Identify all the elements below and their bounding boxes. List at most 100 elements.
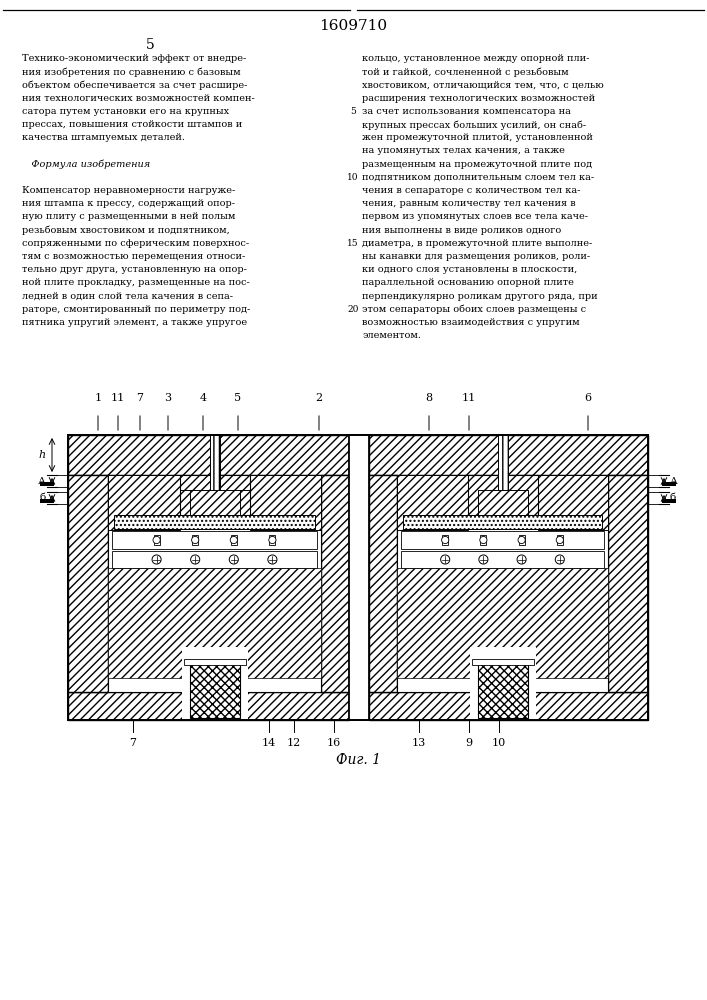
Text: Компенсатор неравномерности нагруже-: Компенсатор неравномерности нагруже- — [22, 186, 235, 195]
Text: 15: 15 — [347, 239, 359, 248]
Bar — [192, 535, 198, 545]
Text: 13: 13 — [412, 738, 426, 748]
Text: расширения технологических возможностей: расширения технологических возможностей — [362, 94, 595, 103]
Circle shape — [518, 536, 525, 544]
Text: на упомянутых телах качения, а также: на упомянутых телах качения, а также — [362, 146, 565, 155]
Bar — [112, 551, 317, 568]
Bar — [189, 490, 240, 515]
Bar — [477, 663, 527, 718]
Circle shape — [442, 536, 449, 544]
Bar — [114, 515, 315, 529]
Bar — [662, 482, 676, 486]
Circle shape — [152, 555, 161, 564]
Text: 11: 11 — [111, 393, 125, 403]
Text: первом из упомянутых слоев все тела каче-: первом из упомянутых слоев все тела каче… — [362, 212, 588, 221]
Text: размещенным на промежуточной плите под: размещенным на промежуточной плите под — [362, 160, 592, 169]
Text: пятника упругий элемент, а также упругое: пятника упругий элемент, а также упругое — [22, 318, 247, 327]
Bar — [557, 535, 563, 545]
Circle shape — [192, 536, 199, 544]
Bar — [112, 531, 317, 549]
Bar — [477, 490, 527, 515]
Text: 5: 5 — [350, 107, 356, 116]
Bar — [68, 435, 349, 475]
Text: 2: 2 — [315, 393, 322, 403]
Text: крупных прессах больших усилий, он снаб-: крупных прессах больших усилий, он снаб- — [362, 120, 586, 129]
Text: тельно друг друга, установленную на опор-: тельно друг друга, установленную на опор… — [22, 265, 247, 274]
Bar — [321, 475, 349, 692]
Text: прессах, повышения стойкости штампов и: прессах, повышения стойкости штампов и — [22, 120, 243, 129]
Text: кольцо, установленное между опорной пли-: кольцо, установленное между опорной пли- — [362, 54, 590, 63]
Bar — [403, 515, 602, 529]
Bar — [230, 535, 237, 545]
Circle shape — [556, 536, 563, 544]
Bar — [369, 435, 648, 475]
Text: 10: 10 — [347, 173, 358, 182]
Circle shape — [191, 555, 200, 564]
Text: 1609710: 1609710 — [319, 19, 387, 33]
Text: резьбовым хвостовиком и подпятником,: резьбовым хвостовиком и подпятником, — [22, 226, 230, 235]
Text: этом сепараторы обоих слоев размещены с: этом сепараторы обоих слоев размещены с — [362, 305, 586, 314]
Text: ны канавки для размещения роликов, роли-: ны канавки для размещения роликов, роли- — [362, 252, 590, 261]
Text: ния выполнены в виде роликов одного: ния выполнены в виде роликов одного — [362, 226, 561, 235]
Text: 10: 10 — [492, 738, 506, 748]
Bar — [108, 475, 180, 530]
Circle shape — [517, 555, 526, 564]
Text: 9: 9 — [465, 738, 472, 748]
Text: А: А — [38, 477, 46, 486]
Bar — [369, 692, 648, 720]
Text: возможностью взаимодействия с упругим: возможностью взаимодействия с упругим — [362, 318, 580, 327]
Text: 11: 11 — [462, 393, 476, 403]
Text: h: h — [39, 450, 46, 460]
Bar — [68, 435, 648, 720]
Text: 8: 8 — [426, 393, 433, 403]
Bar — [108, 475, 321, 692]
Bar — [269, 535, 276, 545]
Text: перпендикулярно роликам другого ряда, при: перпендикулярно роликам другого ряда, пр… — [362, 292, 597, 301]
Circle shape — [268, 555, 277, 564]
Bar — [40, 482, 54, 486]
Text: объектом обеспечивается за счет расшире-: объектом обеспечивается за счет расшире- — [22, 80, 247, 90]
Text: подпятником дополнительным слоем тел ка-: подпятником дополнительным слоем тел ка- — [362, 173, 594, 182]
Text: ледней в один слой тела качения в сепа-: ледней в один слой тела качения в сепа- — [22, 292, 233, 301]
Text: ной плите прокладку, размещенные на пос-: ной плите прокладку, размещенные на пос- — [22, 278, 250, 287]
Bar — [472, 659, 534, 665]
Bar — [469, 647, 535, 720]
Text: чения, равным количеству тел качения в: чения, равным количеству тел качения в — [362, 199, 575, 208]
Circle shape — [479, 555, 488, 564]
Text: жен промежуточной плитой, установленной: жен промежуточной плитой, установленной — [362, 133, 593, 142]
Bar — [467, 475, 537, 515]
Text: 6: 6 — [585, 393, 592, 403]
Bar — [68, 475, 108, 692]
Bar — [68, 692, 349, 720]
Text: хвостовиком, отличающийся тем, что, с целью: хвостовиком, отличающийся тем, что, с це… — [362, 80, 604, 89]
Text: 7: 7 — [129, 738, 136, 748]
Bar — [369, 475, 397, 692]
Bar — [184, 659, 245, 665]
Text: качества штампуемых деталей.: качества штампуемых деталей. — [22, 133, 185, 142]
Text: ния технологических возможностей компен-: ния технологических возможностей компен- — [22, 94, 255, 103]
Text: раторе, смонтированный по периметру под-: раторе, смонтированный по периметру под- — [22, 305, 250, 314]
Bar — [401, 531, 604, 549]
Text: 7: 7 — [136, 393, 144, 403]
Circle shape — [440, 555, 450, 564]
Bar — [40, 499, 54, 503]
Bar — [189, 663, 240, 718]
Text: 14: 14 — [262, 738, 276, 748]
Text: тям с возможностью перемещения относи-: тям с возможностью перемещения относи- — [22, 252, 245, 261]
Text: сатора путем установки его на крупных: сатора путем установки его на крупных — [22, 107, 229, 116]
Bar — [397, 568, 608, 678]
Bar — [608, 475, 648, 692]
Text: параллельной основанию опорной плите: параллельной основанию опорной плите — [362, 278, 574, 287]
Text: 3: 3 — [165, 393, 172, 403]
Bar — [108, 568, 321, 678]
Text: Технико-экономический эффект от внедре-: Технико-экономический эффект от внедре- — [22, 54, 246, 63]
Bar — [349, 435, 369, 720]
Bar — [498, 435, 508, 510]
Text: ния изобретения по сравнению с базовым: ния изобретения по сравнению с базовым — [22, 67, 240, 77]
Text: А: А — [670, 477, 678, 486]
Circle shape — [269, 536, 276, 544]
Text: б: б — [670, 493, 677, 502]
Circle shape — [480, 536, 487, 544]
Text: ния штампа к прессу, содержащий опор-: ния штампа к прессу, содержащий опор- — [22, 199, 235, 208]
Bar — [537, 475, 608, 530]
